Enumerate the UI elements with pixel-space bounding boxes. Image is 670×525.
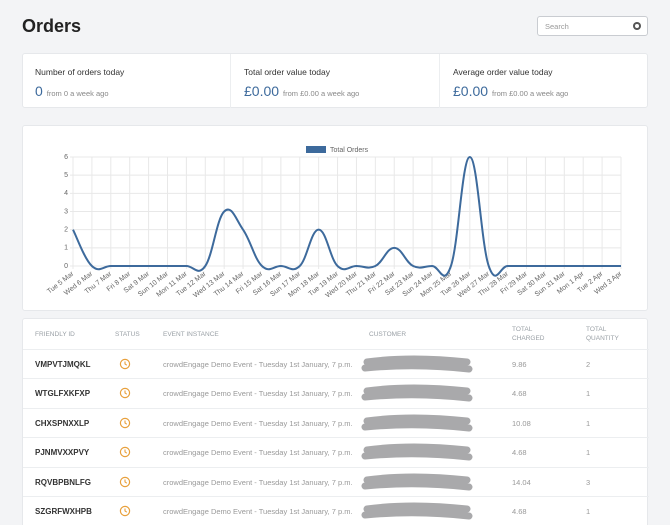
stat-label: Number of orders today xyxy=(35,67,125,77)
stat-label: Total order value today xyxy=(244,67,330,77)
column-header: EVENT INSTANCE xyxy=(163,331,219,338)
stat-label: Average order value today xyxy=(453,67,553,77)
total-charged: 10.08 xyxy=(512,418,531,428)
y-tick-label: 6 xyxy=(64,154,68,161)
search-box[interactable]: Search xyxy=(537,16,648,36)
table-header: FRIENDLY ID STATUS EVENT INSTANCE CUSTOMER T… xyxy=(23,319,649,349)
redacted-customer xyxy=(361,414,473,432)
column-header: TOTAL CHARGED xyxy=(512,326,545,342)
friendly-id: VMPVTJMQKL xyxy=(35,360,91,369)
table-row[interactable]: CHXSPNXXLP crowdEngage Demo Event - Tuesd… xyxy=(23,407,649,438)
data-line xyxy=(72,155,621,277)
table-row[interactable]: WTGLFXKFXP crowdEngage Demo Event - Tuesd… xyxy=(23,378,649,408)
search-icon xyxy=(633,22,641,30)
stat-box: Number of orders today 0 from 0 a week ago xyxy=(23,54,231,108)
status-icon xyxy=(119,505,131,517)
stat-sub: from 0 a week ago xyxy=(46,89,109,98)
total-quantity: 3 xyxy=(586,477,591,487)
event-instance: crowdEngage Demo Event - Tuesday 1st Jan… xyxy=(163,418,353,428)
event-instance: crowdEngage Demo Event - Tuesday 1st Jan… xyxy=(163,477,353,487)
legend-swatch xyxy=(306,146,326,153)
stat-box: Total order value today £0.00 from £0.00 a… xyxy=(232,54,440,108)
status-icon xyxy=(119,358,131,370)
status-icon xyxy=(119,476,131,487)
y-tick-label: 1 xyxy=(64,245,68,252)
y-tick-label: 2 xyxy=(64,227,68,234)
friendly-id: PJNMVXXPVY xyxy=(35,448,90,458)
total-charged: 4.68 xyxy=(512,389,527,399)
column-header: CUSTOMER xyxy=(369,331,407,338)
redacted-customer xyxy=(361,473,473,491)
chart-card: 0 1 2 3 4 5 6 Tue 5 Mar Wed 6 Mar Thu 7 Mar Fri 8 … xyxy=(22,125,648,311)
orders-table: FRIENDLY ID STATUS EVENT INSTANCE CUSTOMER T… xyxy=(22,318,649,525)
y-tick-label: 4 xyxy=(64,190,68,197)
y-tick-label: 3 xyxy=(64,208,68,215)
redacted-customer xyxy=(361,355,473,373)
stat-sub: from £0.00 a week ago xyxy=(492,89,569,98)
friendly-id: SZGRFWXHPB xyxy=(35,507,92,516)
stat-value: £0.00 xyxy=(244,83,280,99)
table-row[interactable]: PJNMVXXPVY crowdEngage Demo Event - Tuesd… xyxy=(23,437,649,467)
legend-label: Total Orders xyxy=(330,147,369,154)
y-tick-label: 0 xyxy=(64,263,68,270)
y-tick-label: 5 xyxy=(64,172,68,179)
total-quantity: 2 xyxy=(586,360,591,369)
redacted-customer xyxy=(361,443,473,461)
search-placeholder: Search xyxy=(545,22,569,31)
event-instance: crowdEngage Demo Event - Tuesday 1st Jan… xyxy=(163,389,353,399)
friendly-id: CHXSPNXXLP xyxy=(35,418,90,428)
redacted-customer xyxy=(361,502,473,520)
event-instance: crowdEngage Demo Event - Tuesday 1st Jan… xyxy=(163,507,353,516)
total-charged: 4.68 xyxy=(512,507,527,516)
page-title: Orders xyxy=(22,16,82,36)
redacted-customer xyxy=(361,384,473,402)
total-quantity: 1 xyxy=(586,448,591,458)
event-instance: crowdEngage Demo Event - Tuesday 1st Jan… xyxy=(163,448,353,458)
status-icon xyxy=(119,388,131,399)
total-quantity: 1 xyxy=(586,507,591,516)
stat-value: £0.00 xyxy=(453,83,489,99)
total-charged: 14.04 xyxy=(512,477,531,487)
stat-value-line: 0 from 0 a week ago xyxy=(35,77,218,101)
status-icon xyxy=(119,446,131,458)
stat-sub: from £0.00 a week ago xyxy=(283,89,360,98)
stat-value-line: £0.00 from £0.00 a week ago xyxy=(244,77,427,101)
table-row[interactable]: SZGRFWXHPB crowdEngage Demo Event - Tuesd… xyxy=(23,496,649,525)
total-charged: 9.86 xyxy=(512,360,527,369)
stats-card: Number of orders today 0 from 0 a week ago… xyxy=(22,53,648,108)
friendly-id: WTGLFXKFXP xyxy=(35,389,91,399)
stat-value-line: £0.00 from £0.00 a week ago xyxy=(453,77,637,101)
stat-value: 0 xyxy=(35,83,43,99)
column-header: FRIENDLY ID xyxy=(35,331,75,338)
column-header: TOTAL QUANTITY xyxy=(586,326,619,342)
status-icon xyxy=(119,417,131,428)
table-row[interactable]: RQVBPBNLFG crowdEngage Demo Event - Tuesd… xyxy=(23,466,649,497)
total-quantity: 1 xyxy=(586,389,591,399)
table-row[interactable]: VMPVTJMQKL crowdEngage Demo Event - Tuesd… xyxy=(23,349,649,379)
stat-box: Average order value today £0.00 from £0.00… xyxy=(441,54,649,108)
total-charged: 4.68 xyxy=(512,448,527,458)
column-header: STATUS xyxy=(115,331,140,338)
total-quantity: 1 xyxy=(586,418,591,428)
event-instance: crowdEngage Demo Event - Tuesday 1st Jan… xyxy=(163,360,353,369)
friendly-id: RQVBPBNLFG xyxy=(35,477,91,487)
